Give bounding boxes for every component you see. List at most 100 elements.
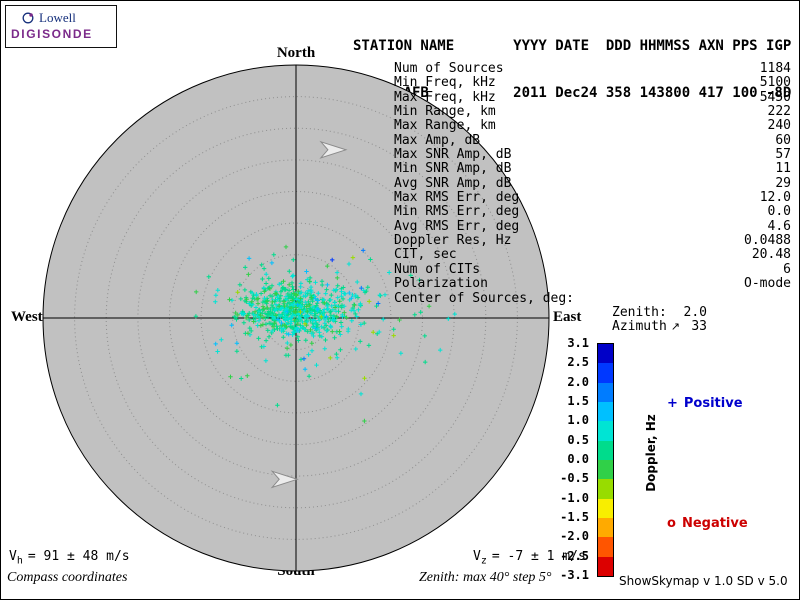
skymap-svg: [42, 64, 550, 572]
lowell-logo: Lowell DIGISONDE: [5, 5, 117, 48]
stat-row: Max Freq, kHz 5450: [394, 89, 791, 105]
stat-value: 6: [783, 261, 791, 277]
colorbar-tick: -3.1: [560, 568, 589, 582]
stat-label: Max RMS Err, deg: [394, 190, 520, 206]
colorbar-tick: -0.5: [560, 471, 589, 486]
beam-marker: [319, 140, 348, 159]
colorbar-tick: 1.5: [567, 394, 589, 408]
stat-label: Num of CITs: [394, 261, 481, 277]
stat-value: 29: [775, 175, 791, 191]
stat-row: Min Freq, kHz 5100: [394, 75, 791, 91]
stat-value: 0.0: [767, 204, 791, 220]
compass-label-west: West: [11, 309, 43, 325]
stat-label: Num of Sources: [394, 61, 504, 76]
colorbar-tick: 0.5: [567, 432, 589, 447]
vh-subscript: h: [16, 555, 23, 567]
vz-symbol: V: [473, 549, 481, 564]
stat-label: Avg RMS Err, deg: [394, 218, 520, 234]
stat-value: 222: [767, 104, 791, 120]
vz-subscript: z: [480, 555, 487, 567]
colorbar-segment: [598, 459, 613, 480]
stat-label: Min SNR Amp, dB: [394, 161, 512, 177]
stat-value: 5450: [759, 89, 791, 105]
colorbar-tick: -2.0: [560, 529, 589, 544]
colorbar-segment: [598, 517, 613, 538]
colorbar-tick: -1.5: [560, 510, 589, 524]
azimuth-arrow-icon: ↗: [670, 320, 681, 334]
stat-row: Min Range, km 222: [394, 104, 791, 120]
stat-row: Min RMS Err, deg 0.0: [394, 204, 791, 220]
compass-label-north: North: [276, 45, 316, 61]
stat-value: 57: [775, 147, 791, 163]
stat-label: Avg SNR Amp, dB: [394, 175, 512, 191]
stat-row: Max SNR Amp, dB 57: [394, 147, 791, 163]
colorbar: 3.1 2.5 2.0 1.5 1.0 0.5 0.0 -0.5 -1.0 -1.5 -2.0 -2.…: [557, 336, 707, 587]
colorbar-tick: 2.0: [567, 374, 589, 389]
colorbar-tick: 3.1: [567, 336, 589, 350]
colorbar-tick: 2.5: [567, 355, 589, 370]
colorbar-tick: -1.0: [560, 490, 589, 505]
stat-row: Center of Sources, deg:: [394, 290, 791, 306]
legend-negative-label: Negative: [681, 516, 748, 531]
compass-label-east: East: [553, 309, 582, 325]
vz-readout: Vz = -7 ± 1 m/s: [473, 549, 586, 567]
stat-row: Avg RMS Err, deg 4.6: [394, 218, 791, 234]
stat-row: Avg SNR Amp, dB 29: [394, 175, 791, 191]
stat-value: 1184: [759, 61, 791, 76]
colorbar-segment: [598, 440, 613, 460]
stat-label: Max SNR Amp, dB: [394, 147, 512, 163]
coords-note: Compass coordinates: [7, 570, 128, 585]
stat-label: Min Range, km: [394, 104, 496, 120]
stat-label: Max Freq, kHz: [394, 89, 496, 105]
stat-value: 5100: [759, 75, 791, 91]
stat-row: CIT, sec 20.48: [394, 247, 791, 263]
stat-value: 2.0: [683, 304, 707, 320]
stat-label: Doppler Res, Hz: [394, 233, 512, 249]
zenith-note: Zenith: max 40° step 5°: [419, 570, 552, 585]
colorbar-segment: [598, 401, 613, 422]
colorbar-ticks: 3.1 2.5 2.0 1.5 1.0 0.5 0.0 -0.5 -1.0 -1.5 -2.0 -2.…: [557, 336, 591, 583]
vh-symbol: V: [9, 549, 17, 564]
stat-value: 0.0488: [744, 233, 791, 249]
logo-lowell-text: Lowell: [39, 10, 76, 25]
stat-label: Azimuth ↗: [612, 319, 681, 335]
vh-readout: Vh = 91 ± 48 m/s: [9, 549, 130, 567]
colorbar-tick: 1.0: [567, 413, 589, 428]
colorbar-segment: [598, 421, 613, 441]
colorbar-bar: [597, 343, 614, 577]
stat-label: Center of Sources, deg:: [394, 290, 575, 306]
colorbar-segment: [598, 344, 613, 364]
vh-value: = 91 ± 48 m/s: [27, 549, 130, 564]
stat-row: Num of Sources 1184: [394, 61, 791, 76]
colorbar-segment: [598, 363, 613, 383]
circle-symbol: o: [667, 516, 676, 531]
lowell-logo-icon: [22, 12, 34, 24]
scatter-points: [193, 244, 457, 424]
stat-value: 60: [775, 132, 791, 148]
colorbar-tick: 0.0: [567, 452, 589, 466]
stat-row: Azimuth ↗ 33: [394, 319, 791, 335]
header-column-labels: STATION NAME YYYY DATE DDD HHMMSS AXN PP…: [353, 38, 792, 54]
vz-value: = -7 ± 1 m/s: [491, 549, 586, 564]
version-text: ShowSkymap v 1.0 SD v 5.0: [619, 574, 788, 588]
beam-marker: [270, 470, 299, 489]
stat-label: Max Range, km: [394, 118, 496, 134]
stat-row: Max RMS Err, deg 12.0: [394, 190, 791, 206]
stat-value: 20.48: [751, 247, 791, 263]
colorbar-segment: [598, 382, 613, 402]
legend-negative: o Negative: [667, 516, 748, 531]
stat-row: Zenith: 2.0: [394, 304, 791, 320]
stat-label: CIT, sec: [394, 247, 457, 263]
colorbar-title: Doppler, Hz: [644, 414, 658, 492]
stat-value: 4.6: [767, 218, 791, 234]
logo-digisonde-text: DIGISONDE: [11, 27, 93, 41]
stat-row: Polarization O-mode: [394, 276, 791, 291]
stat-row: Num of CITs 6: [394, 261, 791, 277]
stat-value: 12.0: [759, 190, 791, 206]
colorbar-tick: -2.5: [560, 548, 589, 563]
stat-row: Max Amp, dB 60: [394, 132, 791, 148]
legend-positive: + Positive: [667, 396, 743, 411]
plus-symbol: +: [667, 396, 678, 411]
colorbar-segment: [598, 537, 613, 557]
